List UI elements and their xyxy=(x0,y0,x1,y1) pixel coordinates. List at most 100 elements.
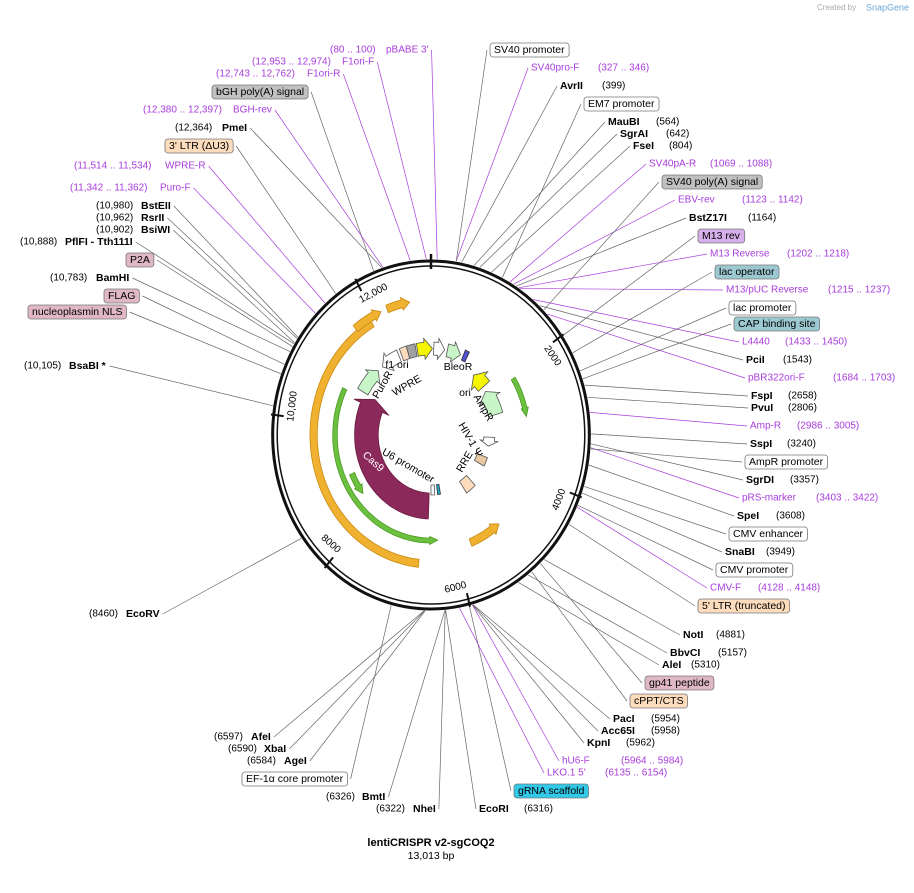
feature-arrow xyxy=(445,340,461,363)
position-label: (8460) xyxy=(89,609,118,620)
site-label: PvuI xyxy=(751,402,773,414)
position-label: (12,743 .. 12,762) xyxy=(216,69,295,80)
position-label: (564) xyxy=(656,117,679,128)
leader-line xyxy=(582,492,723,553)
site-label: EcoRI xyxy=(479,803,509,815)
feature-arrow xyxy=(510,376,529,418)
primer-label: SV40pA-R xyxy=(649,159,696,170)
leader-line xyxy=(455,67,529,262)
leader-line xyxy=(350,605,392,780)
map-tick xyxy=(270,413,284,418)
site-label: PacI xyxy=(613,713,635,725)
position-label: (1684 .. 1703) xyxy=(833,373,895,384)
leader-line xyxy=(388,610,446,798)
map-tick xyxy=(569,491,583,499)
feature-box xyxy=(728,526,808,542)
site-label: BmtI xyxy=(362,791,385,803)
feature-box xyxy=(27,304,127,320)
feature-arrow xyxy=(382,349,402,372)
site-label: PflFI - Tth111I xyxy=(65,236,133,248)
feature-arrow xyxy=(309,319,420,568)
feature-label: SV40 poly(A) signal xyxy=(666,176,758,188)
leader-line xyxy=(472,604,611,720)
feature-label: cPPT/CTS xyxy=(634,695,684,707)
site-label: BamHI xyxy=(96,272,129,284)
site-label: BsaBI * xyxy=(69,360,107,372)
feature-label: AmpR promoter xyxy=(749,456,824,468)
position-label: (4881) xyxy=(716,630,745,641)
leader-line xyxy=(135,241,295,345)
position-label: (3240) xyxy=(787,439,816,450)
leader-line xyxy=(584,384,749,397)
feature-label: CAP binding site xyxy=(738,318,816,330)
primer-label: hU6-F xyxy=(562,756,590,767)
map-tick-label: 6000 xyxy=(443,580,468,596)
leader-line xyxy=(173,229,295,344)
site-label: EcoRV xyxy=(126,608,160,620)
map-tick-label: 10,000 xyxy=(285,390,300,422)
map-tick-label: 8000 xyxy=(319,533,343,556)
site-label: SgrDI xyxy=(746,474,774,486)
position-label: (3949) xyxy=(766,547,795,558)
leader-line xyxy=(473,121,606,266)
site-label: PciI xyxy=(746,354,765,366)
feature-label: EM7 promoter xyxy=(588,98,655,110)
leader-line xyxy=(479,133,618,268)
site-label: XbaI xyxy=(264,743,286,755)
primer-label: CMV-F xyxy=(710,583,741,594)
feature-box xyxy=(728,300,797,316)
feature-label: bGH poly(A) signal xyxy=(216,86,304,98)
position-label: (5954) xyxy=(651,714,680,725)
position-label: (1164) xyxy=(748,213,776,224)
leader-line xyxy=(518,582,660,666)
backbone-outer xyxy=(271,259,591,611)
feature-arrow xyxy=(468,523,500,547)
position-label: (3403 .. 3422) xyxy=(816,493,878,504)
leader-line xyxy=(590,443,744,481)
primer-label: F1ori-F xyxy=(342,57,374,68)
position-label: (804) xyxy=(669,141,692,152)
primer-label: M13/pUC Reverse xyxy=(726,285,809,296)
primer-label: Amp-R xyxy=(750,421,781,432)
leader-line xyxy=(509,163,647,283)
site-label: PmeI xyxy=(222,122,247,134)
feature-box xyxy=(744,454,829,470)
site-label: NotI xyxy=(683,629,703,641)
position-label: (12,953 .. 12,974) xyxy=(252,57,331,68)
feature-box xyxy=(714,264,780,280)
position-label: (6597) xyxy=(214,732,243,743)
brand: Created by xyxy=(817,3,856,12)
position-label: (10,783) xyxy=(50,273,87,284)
site-label: SgrAI xyxy=(620,128,648,140)
leader-line xyxy=(533,299,740,343)
leader-line xyxy=(577,504,714,571)
feature-label: ori xyxy=(459,387,471,399)
position-label: (1215 .. 1237) xyxy=(828,285,890,296)
feature-box xyxy=(697,598,790,614)
position-label: (6590) xyxy=(228,744,257,755)
feature-arrow xyxy=(415,337,433,361)
leader-line xyxy=(249,127,382,268)
position-label: (10,105) xyxy=(24,361,61,372)
primer-label: SV40pro-F xyxy=(531,63,579,74)
feature-arrow xyxy=(353,398,430,520)
leader-line xyxy=(539,305,744,361)
feature-arrow xyxy=(433,337,446,361)
feature-label: M13 rev xyxy=(702,230,741,242)
primer-label: L4440 xyxy=(742,337,770,348)
site-label: BstZ17I xyxy=(689,212,727,224)
leader-line xyxy=(289,610,425,750)
site-label: RsrII xyxy=(141,212,164,224)
leader-line xyxy=(438,610,446,810)
leader-line xyxy=(109,365,274,407)
feature-box xyxy=(241,771,349,787)
leader-line xyxy=(591,433,748,445)
leader-line xyxy=(472,604,585,744)
feature-box xyxy=(103,288,140,304)
feature-arrow xyxy=(332,387,439,546)
position-label: (3608) xyxy=(776,511,805,522)
site-label: BbvCI xyxy=(670,647,700,659)
feature-arrow xyxy=(458,474,476,494)
feature-box xyxy=(164,138,234,154)
